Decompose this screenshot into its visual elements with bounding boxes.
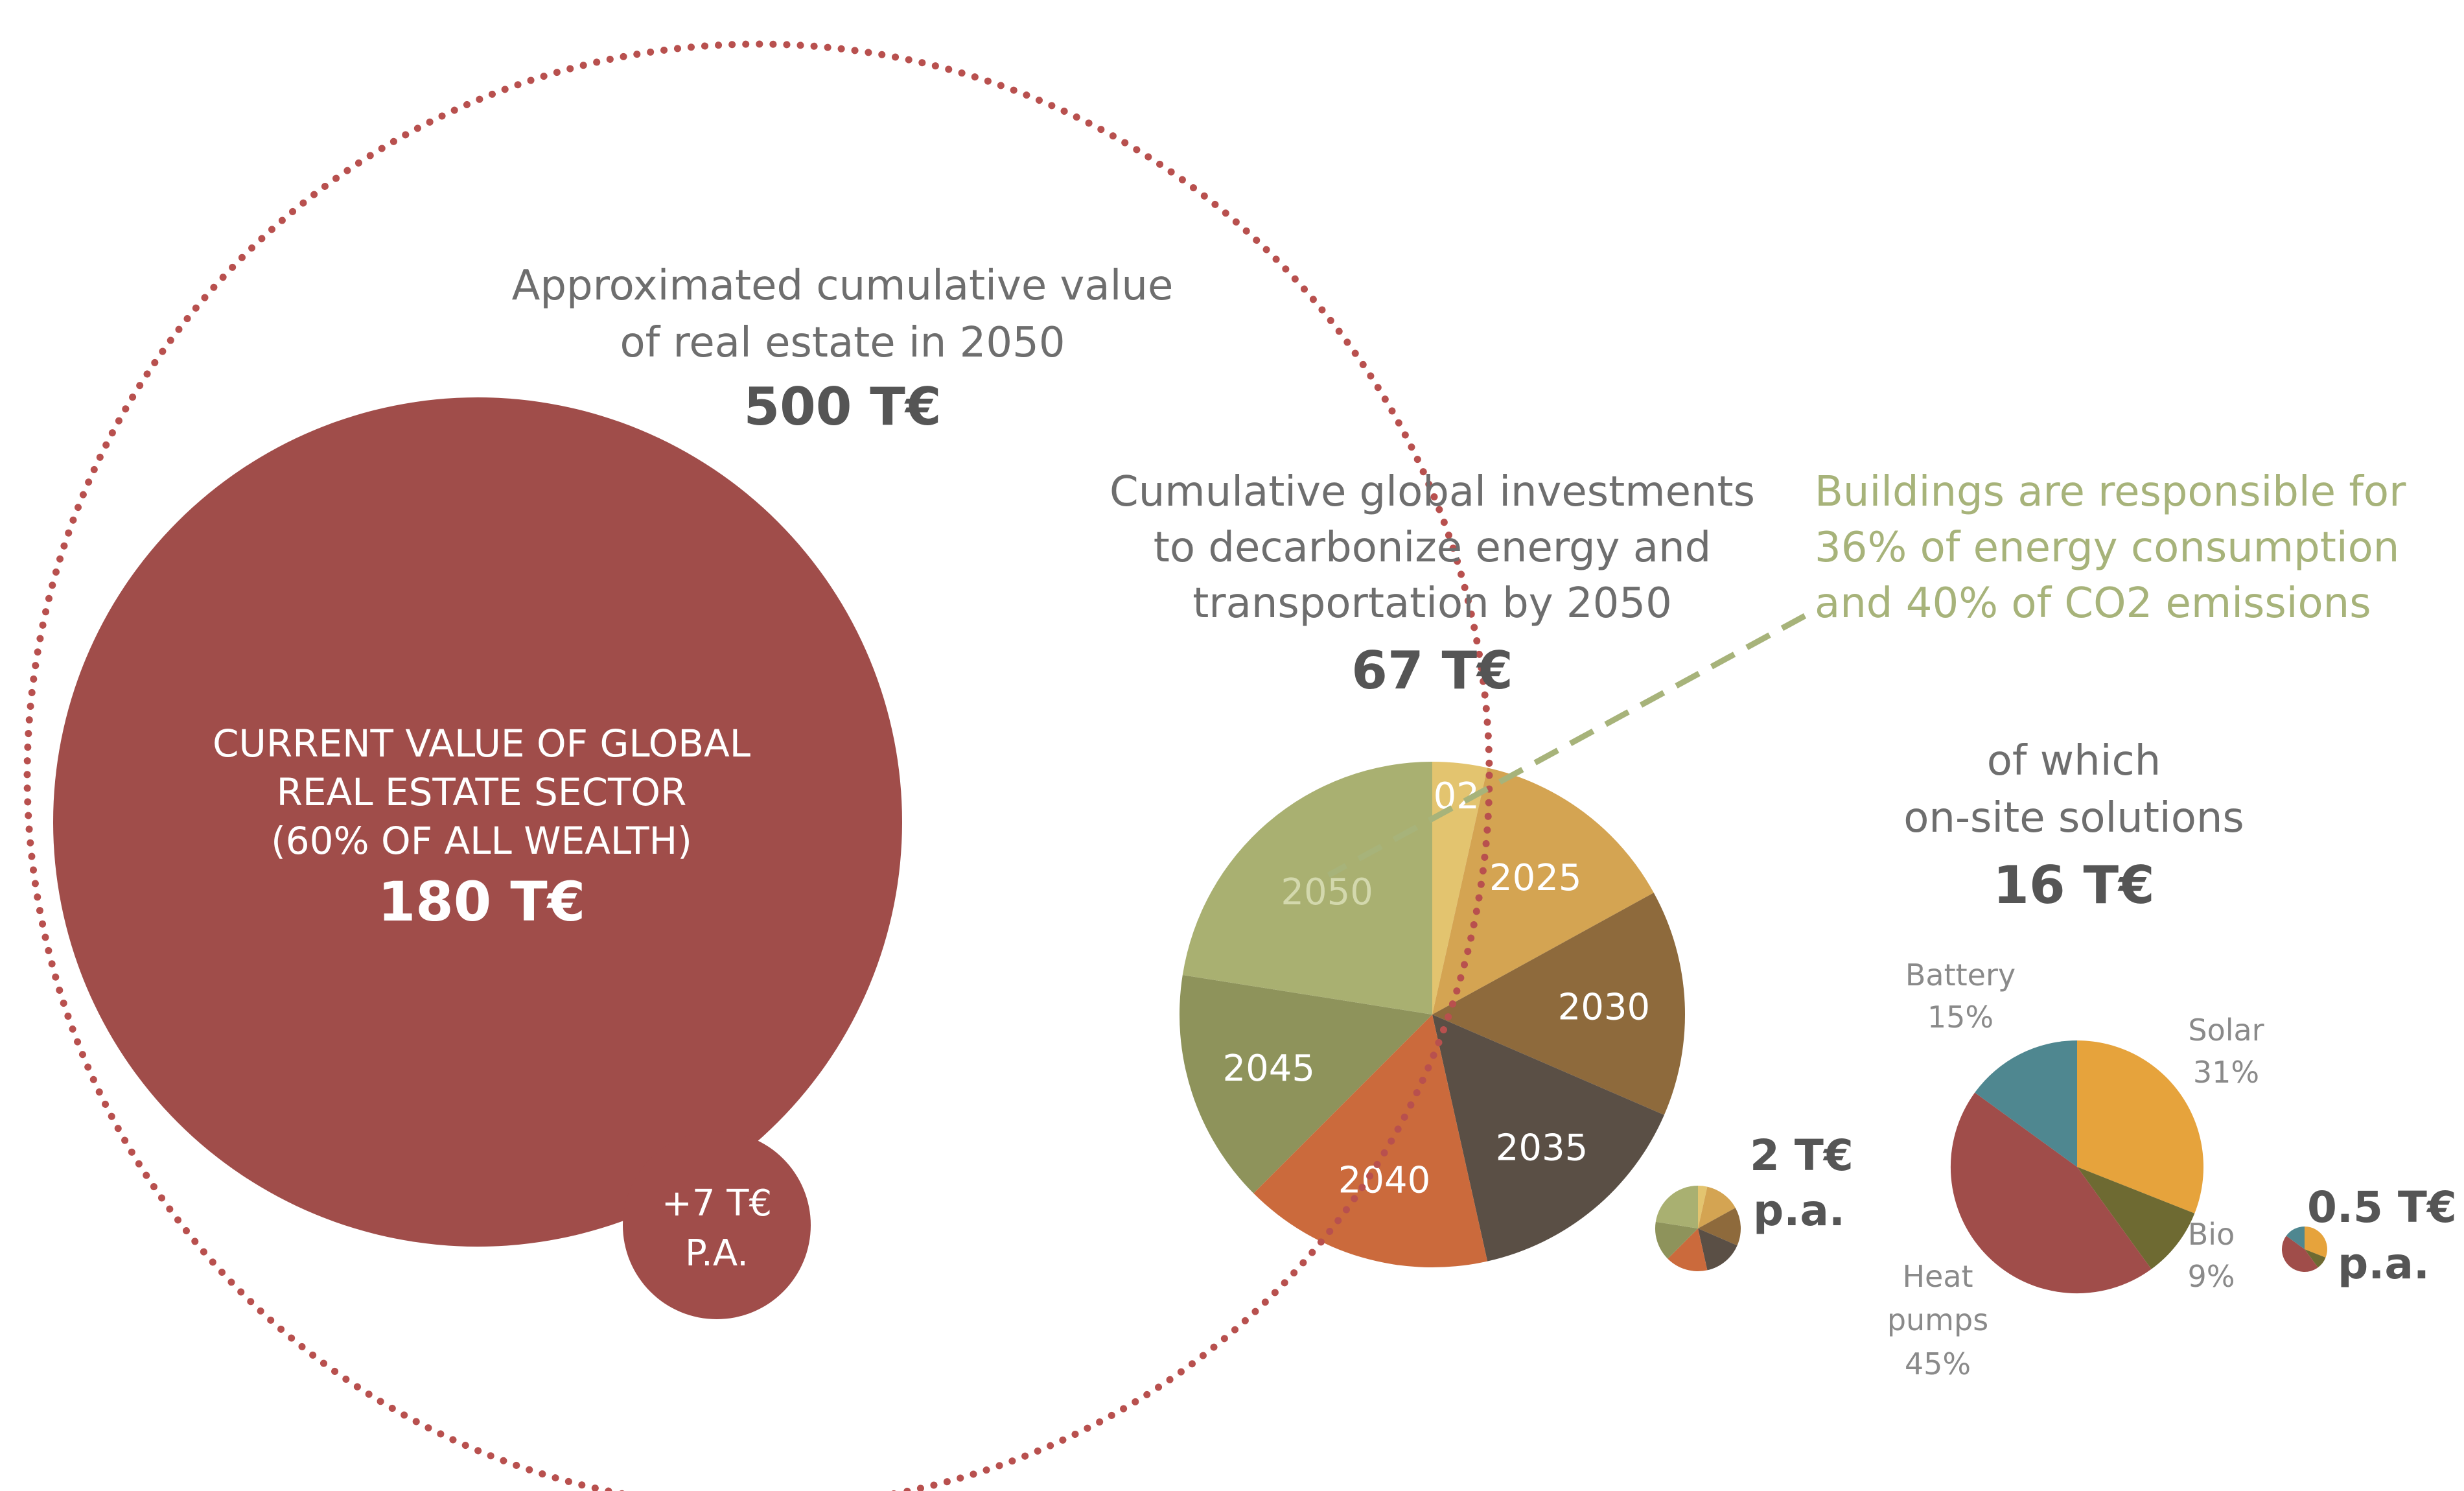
buildings-callout-line bbox=[1327, 613, 1807, 878]
growth-circle bbox=[623, 1131, 811, 1319]
investment-annual-pie-slice-2025 bbox=[1698, 1186, 1736, 1228]
investment-pie-slice-2045 bbox=[1179, 975, 1432, 1193]
heat-pumps-percent: 45% bbox=[1905, 1346, 1971, 1381]
outer-caption-line2: of real estate in 2050 bbox=[620, 319, 1065, 367]
onsite-annual-pie-slice-heat-pumps bbox=[2281, 1236, 2318, 1273]
current-caption-line1: CURRENT VALUE OF GLOBAL bbox=[213, 722, 750, 766]
buildings-note-line2: 36% of energy consumption bbox=[1815, 524, 2399, 572]
investment-pie-slice-label-2040: 2040 bbox=[1338, 1160, 1431, 1202]
invest-caption-line1: Cumulative global investments bbox=[1110, 468, 1755, 516]
invest-caption-value: 67 T€ bbox=[1351, 640, 1513, 701]
investment-annual-pie-slice-2040 bbox=[1668, 1228, 1708, 1272]
investment-annual-pie-slice-2045 bbox=[1655, 1221, 1698, 1259]
investment-pie-slice-label-2025: 2025 bbox=[1489, 857, 1582, 899]
onsite-annual-pie-slice-solar bbox=[2305, 1227, 2327, 1258]
heat-pumps-label-line1: Heat bbox=[1902, 1259, 1973, 1294]
investment-pie-slice-label-2030: 2030 bbox=[1558, 987, 1651, 1029]
battery-label: Battery bbox=[1905, 957, 2016, 992]
investment-pie-slice-2030 bbox=[1432, 893, 1686, 1115]
invest-annual-value: 2 T€ bbox=[1750, 1131, 1854, 1180]
investment-pie-slice-label-2045: 2045 bbox=[1223, 1048, 1316, 1090]
investment-annual-pie-slice-2020 bbox=[1698, 1186, 1708, 1228]
investment-pie-slice-label-2050: 2050 bbox=[1281, 871, 1373, 913]
investment-annual-pie-slice-2030 bbox=[1698, 1208, 1741, 1246]
onsite-caption-value: 16 T€ bbox=[1993, 855, 2154, 915]
onsite-annual-pie-slice-battery bbox=[2286, 1227, 2305, 1249]
solar-label: Solar bbox=[2188, 1013, 2264, 1048]
battery-percent: 15% bbox=[1927, 1000, 1993, 1035]
investment-pie-slice-2020 bbox=[1432, 762, 1488, 1015]
onsite-caption-line1: of which bbox=[1987, 737, 2161, 785]
real-estate-2050-ring bbox=[23, 40, 1493, 1491]
growth-caption-line1: +7 T€ bbox=[662, 1182, 772, 1225]
investment-annual-pie-slice-2035 bbox=[1698, 1228, 1738, 1271]
invest-caption-line2: to decarbonize energy and bbox=[1154, 524, 1712, 572]
onsite-pie-slice-battery bbox=[1975, 1040, 2077, 1167]
solar-percent: 31% bbox=[2193, 1055, 2259, 1090]
investment-pie-slice-2040 bbox=[1253, 1015, 1488, 1268]
onsite-pie-slice-bio bbox=[2077, 1167, 2195, 1269]
bio-percent: 9% bbox=[2188, 1259, 2235, 1294]
onsite-pie bbox=[1950, 1040, 2203, 1294]
outer-caption-value: 500 T€ bbox=[743, 377, 941, 437]
current-caption-value: 180 T€ bbox=[378, 870, 585, 933]
current-caption-line3: (60% OF ALL WEALTH) bbox=[271, 819, 692, 863]
onsite-annual-unit: p.a. bbox=[2338, 1239, 2430, 1289]
onsite-annual-pie-slice-bio bbox=[2305, 1249, 2326, 1268]
invest-annual-unit: p.a. bbox=[1753, 1186, 1845, 1236]
current-value-circle bbox=[53, 397, 902, 1247]
bio-label: Bio bbox=[2188, 1217, 2235, 1252]
investment-annual-pie-slice-2050 bbox=[1655, 1186, 1698, 1228]
onsite-caption-line2: on-site solutions bbox=[1903, 794, 2244, 842]
onsite-pie-slice-heat-pumps bbox=[1950, 1092, 2152, 1294]
outer-caption-line1: Approximated cumulative value bbox=[512, 262, 1174, 310]
growth-caption-line2: P.A. bbox=[685, 1232, 749, 1274]
investment-pie-slice-label-2035: 2035 bbox=[1496, 1127, 1588, 1169]
heat-pumps-label-line2: pumps bbox=[1887, 1302, 1988, 1337]
onsite-pie-slice-solar bbox=[2077, 1040, 2203, 1214]
current-caption-line2: REAL ESTATE SECTOR bbox=[277, 770, 687, 814]
onsite-annual-value: 0.5 T€ bbox=[2307, 1182, 2457, 1232]
investment-pie-slice-2035 bbox=[1432, 1015, 1664, 1262]
investment-pie-slice-2050 bbox=[1182, 762, 1432, 1015]
real-estate-group bbox=[53, 397, 902, 1319]
buildings-note-line3: and 40% of CO2 emissions bbox=[1815, 580, 2371, 628]
onsite-annual-pie bbox=[2281, 1227, 2327, 1273]
invest-caption-line3: transportation by 2050 bbox=[1192, 580, 1672, 628]
buildings-note-line1: Buildings are responsible for bbox=[1815, 468, 2406, 516]
investment-annual-pie bbox=[1655, 1186, 1741, 1272]
